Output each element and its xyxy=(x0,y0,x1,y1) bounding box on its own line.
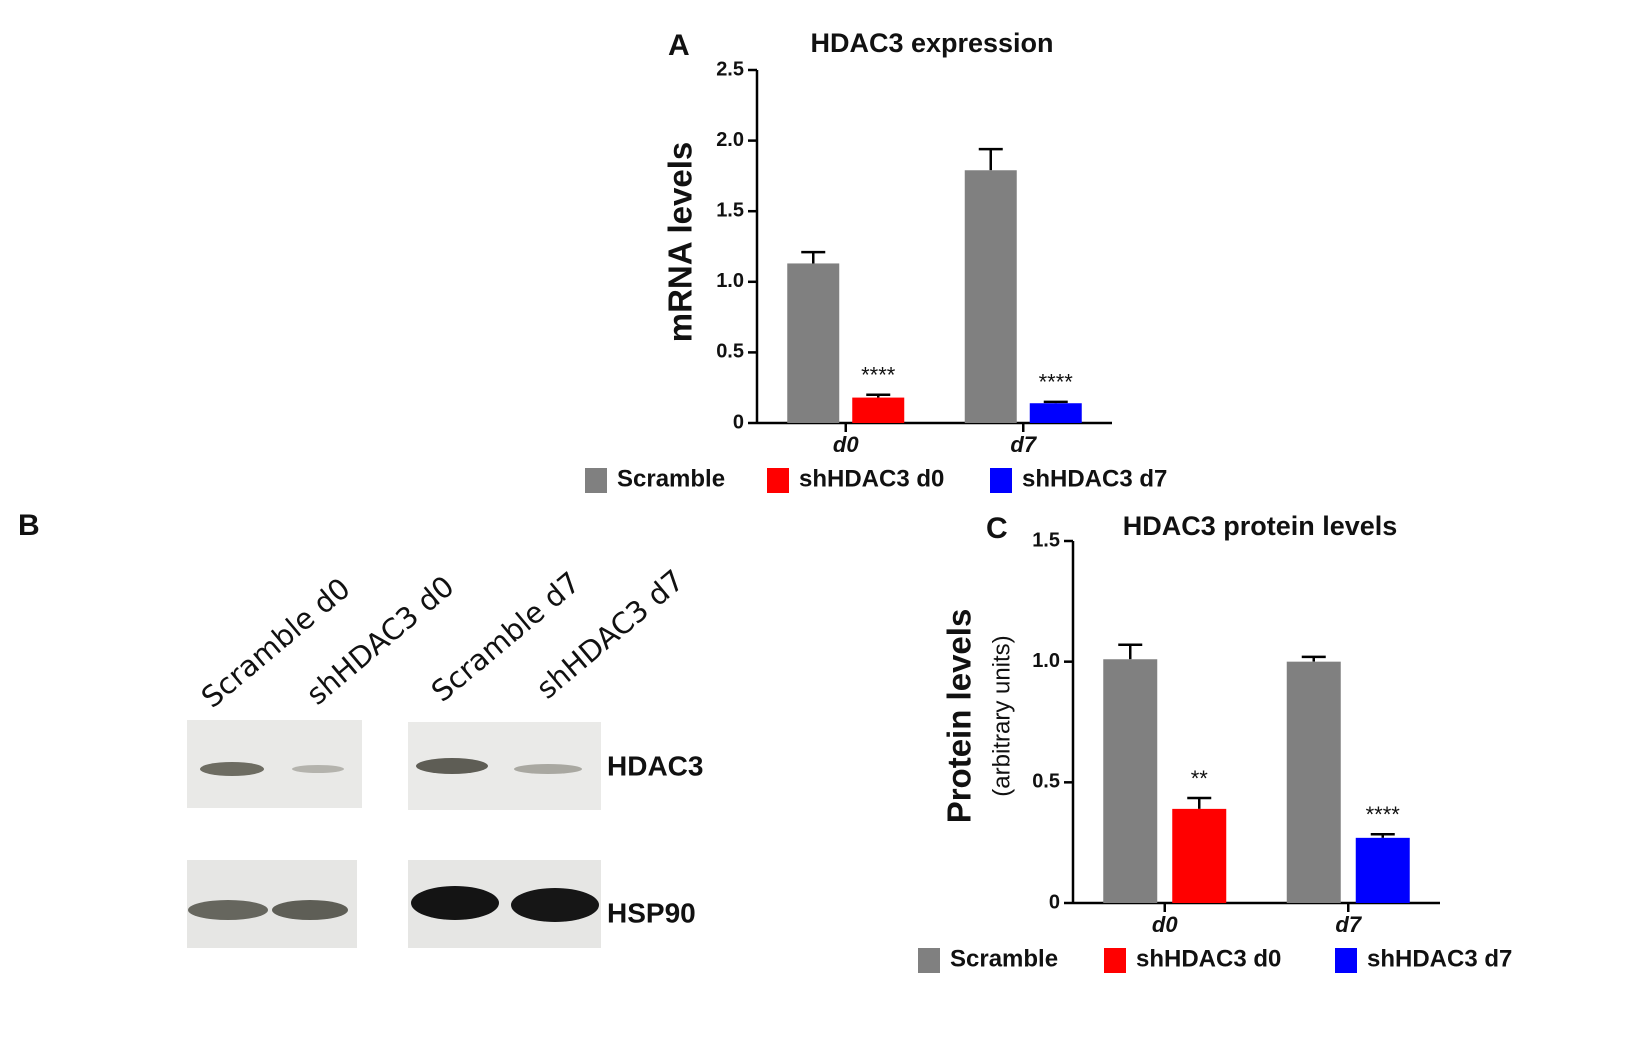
error-bar xyxy=(978,147,1003,171)
y-axis-sublabel: (arbitrary units) xyxy=(988,635,1015,796)
bar xyxy=(1172,808,1227,903)
y-tick-label: 0 xyxy=(733,411,744,433)
significance-label: **** xyxy=(1039,370,1074,395)
legend-swatch xyxy=(585,468,607,493)
x-tick-label: d7 xyxy=(1335,912,1362,937)
bar xyxy=(964,170,1017,423)
x-tick-label: d0 xyxy=(1152,912,1178,937)
significance-label: **** xyxy=(861,363,896,388)
chart-title: HDAC3 expression xyxy=(810,28,1053,58)
error-bar xyxy=(1118,643,1143,660)
band-label: HSP90 xyxy=(607,897,696,928)
blot-band xyxy=(511,888,599,922)
legend-swatch xyxy=(990,468,1012,493)
significance-label: **** xyxy=(1366,802,1401,827)
legend-label: shHDAC3 d0 xyxy=(799,465,944,492)
panel-label: C xyxy=(986,512,1008,545)
y-tick-label: 1.0 xyxy=(1032,650,1060,672)
error-bar xyxy=(801,250,826,264)
bar xyxy=(1286,661,1341,903)
legend-label: Scramble xyxy=(950,945,1058,972)
y-tick-label: 1.5 xyxy=(1032,529,1060,551)
legend-label: shHDAC3 d7 xyxy=(1367,945,1512,972)
y-tick-label: 1.0 xyxy=(716,270,744,292)
y-tick-label: 1.5 xyxy=(716,199,744,221)
chart-title: HDAC3 protein levels xyxy=(1123,511,1398,541)
band-label: HDAC3 xyxy=(607,750,703,781)
blot-band xyxy=(411,886,499,920)
y-tick-label: 0.5 xyxy=(716,341,744,363)
x-tick-label: d7 xyxy=(1010,432,1037,457)
y-tick-label: 0 xyxy=(1049,891,1060,913)
x-tick-label: d0 xyxy=(833,432,859,457)
panel-label: A xyxy=(668,29,690,62)
significance-label: ** xyxy=(1191,766,1209,791)
blot-images xyxy=(187,720,601,948)
y-axis-label: mRNA levels xyxy=(662,142,699,343)
bar xyxy=(787,263,840,423)
panel-label: B xyxy=(18,509,40,542)
y-tick-label: 2.0 xyxy=(716,129,744,151)
error-bar xyxy=(1043,400,1068,404)
y-axis-label: Protein levels xyxy=(941,609,978,824)
legend-swatch xyxy=(1104,948,1126,973)
blot-band xyxy=(200,762,264,776)
bar xyxy=(1103,659,1158,903)
legend-label: shHDAC3 d7 xyxy=(1022,465,1167,492)
legend-swatch xyxy=(767,468,789,493)
error-bar xyxy=(866,393,891,398)
error-bar xyxy=(1370,832,1395,838)
bar xyxy=(1355,837,1410,903)
bar xyxy=(852,397,905,423)
error-bar xyxy=(1301,655,1326,662)
error-bar xyxy=(1187,796,1212,809)
y-tick-label: 2.5 xyxy=(716,58,744,80)
blot-band xyxy=(416,758,488,774)
legend-label: shHDAC3 d0 xyxy=(1136,945,1281,972)
y-tick-label: 0.5 xyxy=(1032,771,1060,793)
blot-band xyxy=(188,900,268,920)
bar xyxy=(1029,403,1082,423)
legend-swatch xyxy=(918,948,940,973)
blot-band xyxy=(272,900,348,920)
blot-band xyxy=(514,764,582,774)
legend-label: Scramble xyxy=(617,465,725,492)
legend-swatch xyxy=(1335,948,1357,973)
blot-band xyxy=(292,765,344,773)
